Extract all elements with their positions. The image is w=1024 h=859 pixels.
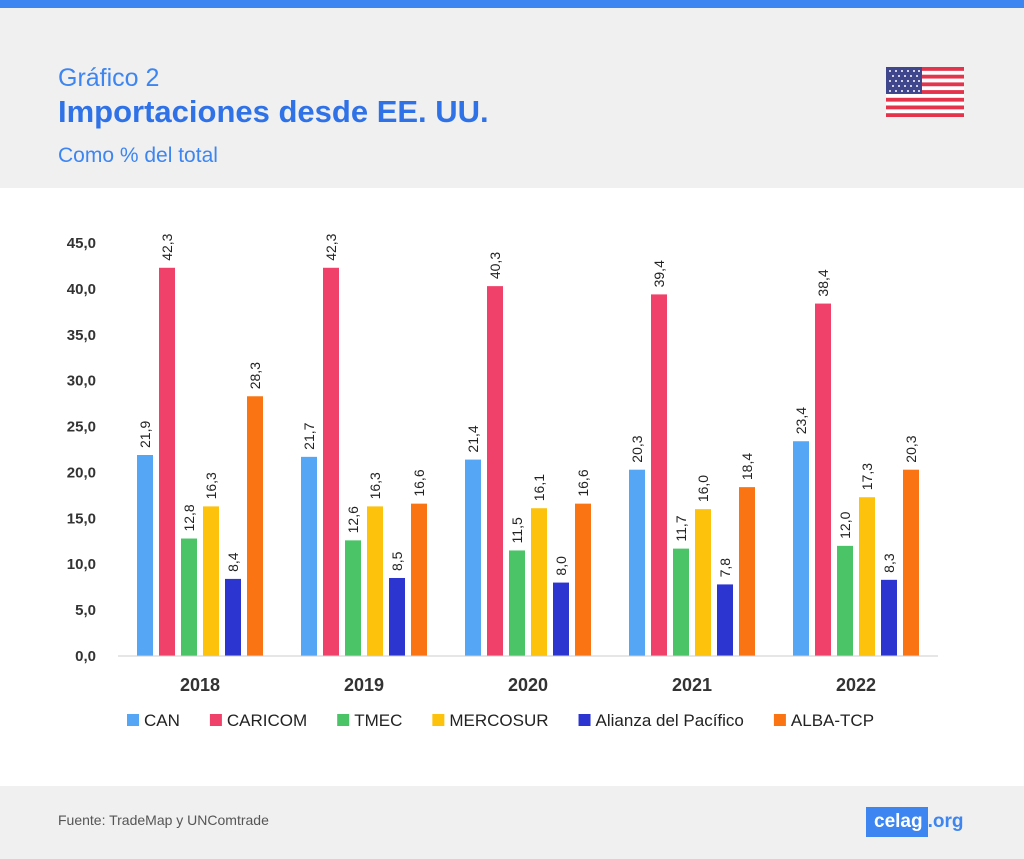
bar bbox=[673, 548, 689, 656]
data-label: 16,3 bbox=[203, 472, 219, 499]
y-tick-label: 15,0 bbox=[67, 510, 96, 527]
bar bbox=[137, 455, 153, 656]
chart-subtitle: Como % del total bbox=[58, 144, 218, 167]
bar bbox=[717, 584, 733, 656]
y-tick-label: 5,0 bbox=[75, 602, 96, 619]
bar bbox=[575, 503, 591, 656]
legend-label: ALBA-TCP bbox=[791, 711, 874, 730]
bar-chart: 0,0 5,0 10,0 15,0 20,0 25,0 30,0 35,0 40,0 45,0 21… bbox=[67, 233, 938, 730]
data-label: 16,6 bbox=[411, 469, 427, 496]
data-label: 12,0 bbox=[837, 511, 853, 538]
bar bbox=[247, 396, 263, 656]
data-label: 11,7 bbox=[673, 515, 689, 541]
data-label: 16,0 bbox=[695, 475, 711, 502]
bar bbox=[411, 503, 427, 656]
data-label: 16,6 bbox=[575, 469, 591, 496]
bar bbox=[301, 456, 317, 656]
y-tick-label: 40,0 bbox=[67, 281, 96, 298]
legend-swatch bbox=[337, 714, 350, 726]
legend-label: CARICOM bbox=[227, 711, 307, 730]
bar bbox=[323, 267, 339, 656]
bar bbox=[859, 497, 875, 656]
x-tick-label: 2020 bbox=[508, 675, 548, 695]
bar bbox=[531, 508, 547, 656]
legend-label: MERCOSUR bbox=[449, 711, 548, 730]
chart-kicker: Gráfico 2 bbox=[58, 64, 160, 92]
logo-main-text: celag bbox=[866, 807, 928, 837]
top-accent-bar bbox=[0, 0, 1024, 8]
legend-swatch bbox=[773, 714, 786, 726]
y-tick-label: 0,0 bbox=[75, 648, 96, 665]
data-label: 40,3 bbox=[487, 252, 503, 279]
legend-swatch bbox=[432, 714, 445, 726]
bar bbox=[509, 550, 525, 656]
y-tick-label: 30,0 bbox=[67, 373, 96, 390]
bar bbox=[159, 267, 175, 656]
data-label: 11,5 bbox=[509, 517, 525, 543]
data-label: 16,1 bbox=[531, 474, 547, 501]
data-label: 42,3 bbox=[323, 233, 339, 260]
data-label: 20,3 bbox=[903, 435, 919, 462]
data-label: 8,4 bbox=[225, 552, 241, 572]
data-label: 8,5 bbox=[389, 551, 405, 571]
usa-flag-icon bbox=[886, 67, 964, 117]
x-tick-label: 2021 bbox=[672, 675, 712, 695]
bar bbox=[181, 538, 197, 656]
data-label: 18,4 bbox=[739, 453, 755, 480]
data-label: 20,3 bbox=[629, 435, 645, 462]
bar bbox=[903, 469, 919, 656]
bar bbox=[881, 579, 897, 656]
data-label: 8,3 bbox=[881, 553, 897, 573]
bar bbox=[465, 459, 481, 656]
source-note: Fuente: TradeMap y UNComtrade bbox=[58, 812, 269, 828]
data-label: 7,8 bbox=[717, 558, 733, 578]
celag-logo: celag .org bbox=[866, 807, 963, 837]
logo-ext-text: .org bbox=[927, 811, 964, 832]
bar bbox=[651, 294, 667, 656]
bar bbox=[225, 578, 241, 656]
bar bbox=[695, 509, 711, 656]
x-tick-label: 2019 bbox=[344, 675, 384, 695]
data-label: 23,4 bbox=[793, 407, 809, 434]
data-label: 42,3 bbox=[159, 233, 175, 260]
y-tick-label: 20,0 bbox=[67, 464, 96, 481]
data-label: 21,9 bbox=[137, 421, 153, 448]
y-tick-label: 45,0 bbox=[67, 235, 96, 252]
bar bbox=[837, 545, 853, 656]
bar bbox=[553, 582, 569, 656]
data-label: 12,6 bbox=[345, 506, 361, 533]
legend-label: CAN bbox=[144, 711, 180, 730]
chart-title: Importaciones desde EE. UU. bbox=[58, 94, 489, 129]
x-tick-label: 2022 bbox=[836, 675, 876, 695]
data-label: 39,4 bbox=[651, 260, 667, 287]
data-label: 16,3 bbox=[367, 472, 383, 499]
data-label: 21,4 bbox=[465, 425, 481, 452]
data-label: 21,7 bbox=[301, 422, 317, 449]
bar bbox=[793, 441, 809, 656]
header-panel: Gráfico 2 Importaciones desde EE. UU. Co… bbox=[0, 8, 1024, 188]
y-tick-label: 25,0 bbox=[67, 419, 96, 436]
legend-swatch bbox=[578, 714, 591, 726]
legend-swatch bbox=[209, 714, 222, 726]
legend-swatch bbox=[127, 714, 139, 726]
y-tick-label: 10,0 bbox=[67, 556, 96, 573]
bar bbox=[629, 469, 645, 656]
bar bbox=[203, 506, 219, 656]
data-label: 12,8 bbox=[181, 504, 197, 531]
legend-label: Alianza del Pacífico bbox=[596, 711, 744, 730]
footer-panel: Fuente: TradeMap y UNComtrade celag .org bbox=[0, 786, 1024, 859]
data-label: 28,3 bbox=[247, 362, 263, 389]
y-tick-label: 35,0 bbox=[67, 327, 96, 344]
bar bbox=[487, 286, 503, 656]
bar bbox=[815, 303, 831, 656]
bar bbox=[367, 506, 383, 656]
data-label: 8,0 bbox=[553, 556, 569, 576]
bar bbox=[739, 487, 755, 656]
legend-label: TMEC bbox=[354, 711, 402, 730]
bar bbox=[345, 540, 361, 656]
data-label: 17,3 bbox=[859, 463, 875, 490]
x-tick-label: 2018 bbox=[180, 675, 220, 695]
bar bbox=[389, 577, 405, 656]
data-label: 38,4 bbox=[815, 269, 831, 296]
